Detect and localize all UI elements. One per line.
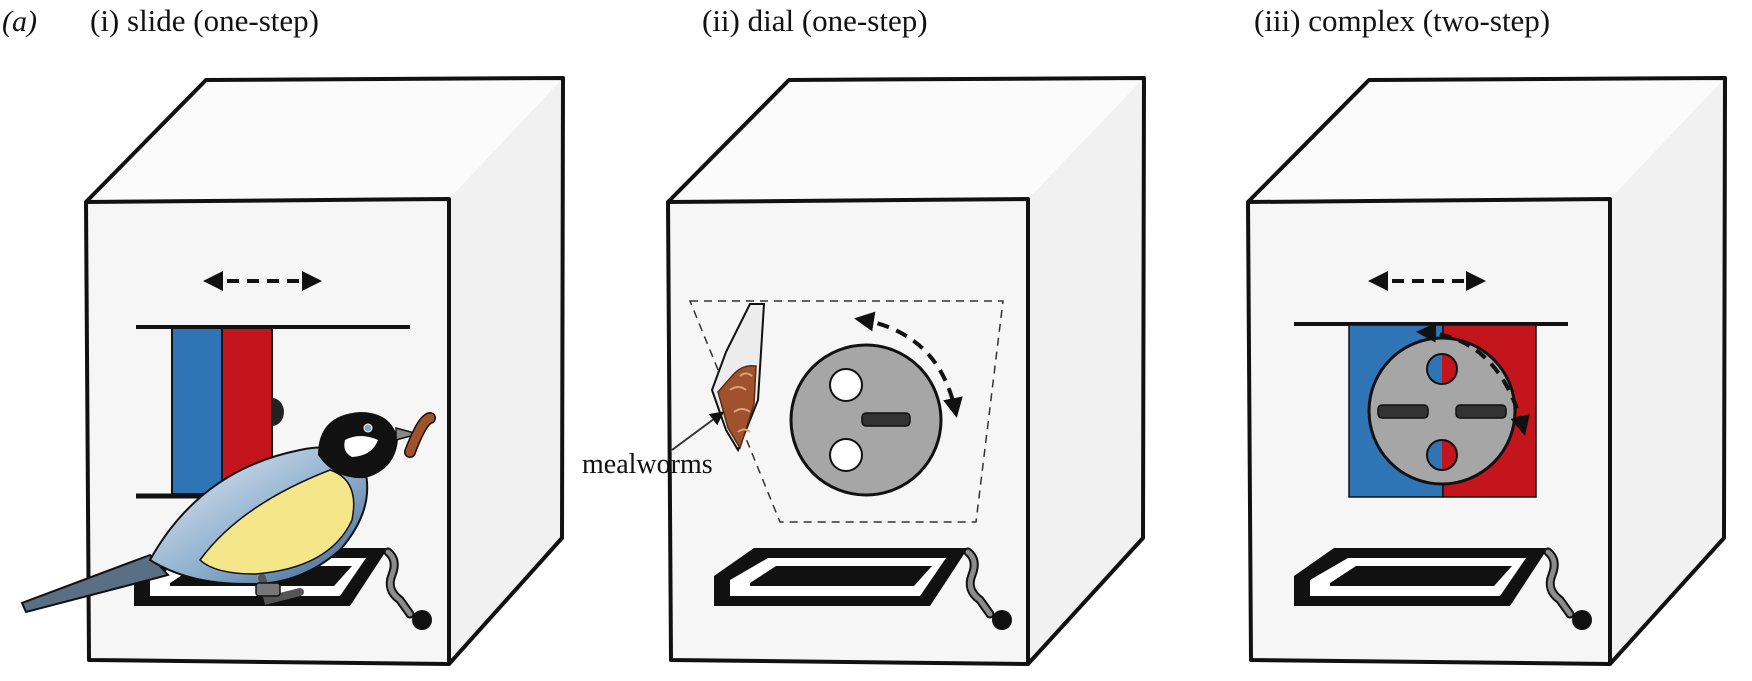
mealworms-label: mealworms (582, 449, 713, 480)
dial-rotation-arrow (854, 311, 963, 418)
dial-panel-outline (688, 300, 1004, 523)
puzzle-box-slide (20, 76, 565, 666)
puzzle-box-dial: mealworms (582, 76, 1146, 666)
panel-title-slide: (i) slide (one-step) (90, 3, 319, 38)
slide-door-blue (171, 327, 223, 495)
mealworm-compartment (710, 303, 766, 453)
panel-title-dial: (ii) dial (one-step) (702, 3, 928, 38)
puzzle-box-complex (1246, 76, 1727, 666)
dial-disc (789, 343, 943, 497)
panel-title-complex: (iii) complex (two-step) (1254, 3, 1550, 38)
great-tit-bird (20, 412, 436, 614)
mealworms-pointer (671, 411, 725, 451)
panel-label: (a) (2, 5, 37, 38)
complex-dial-disc (1367, 336, 1517, 486)
